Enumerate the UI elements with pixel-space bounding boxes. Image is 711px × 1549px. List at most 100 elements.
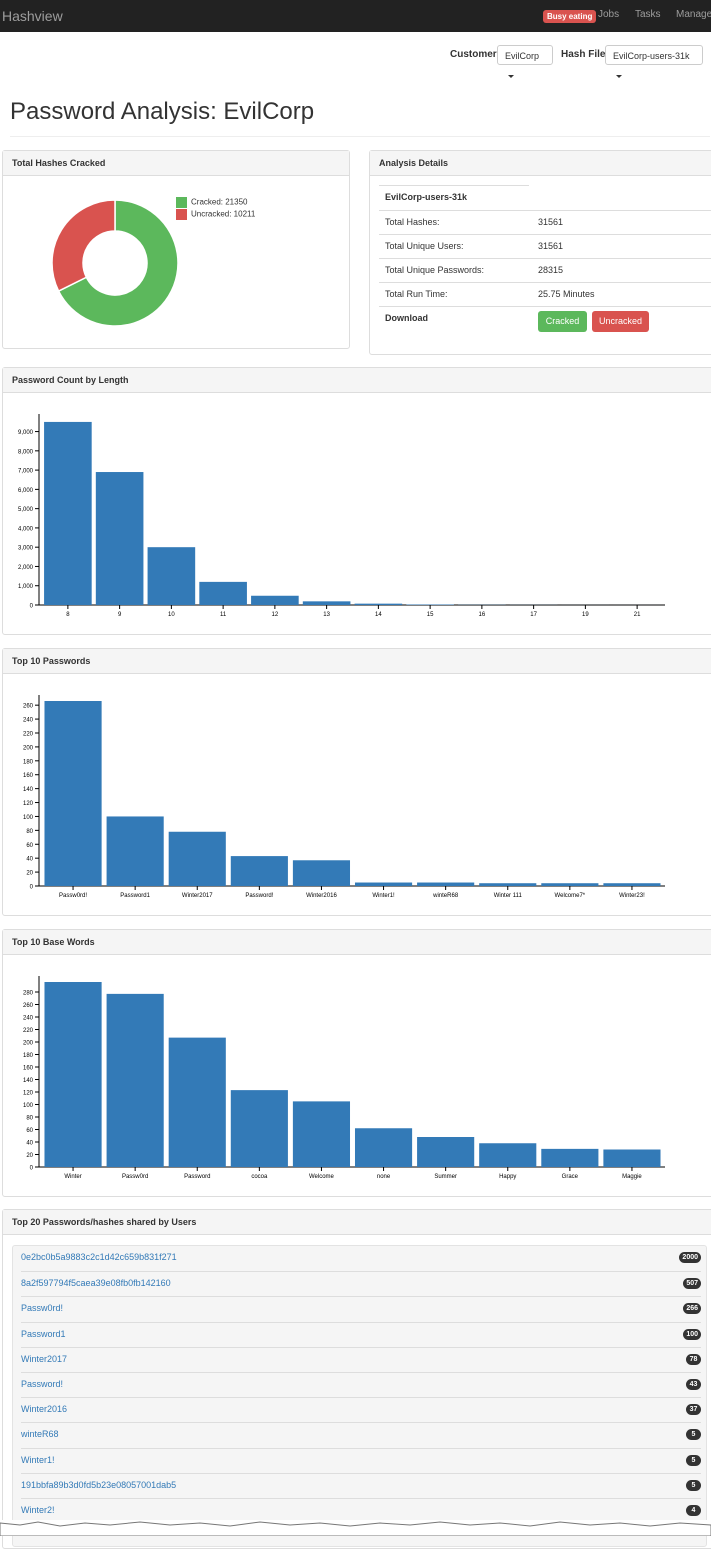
- brand-logo[interactable]: Hashview: [2, 8, 63, 24]
- y-tick-label: 0: [30, 604, 34, 610]
- shared-list-item: Passw0rd! 266: [21, 1296, 701, 1322]
- shared-count-badge: 266: [683, 1303, 701, 1314]
- y-tick-label: 8,000: [18, 449, 34, 455]
- y-tick-label: 260: [23, 1003, 34, 1009]
- y-tick-label: 220: [23, 731, 34, 737]
- shared-item-link[interactable]: Password!: [21, 1379, 63, 1389]
- bar-10: [148, 547, 196, 605]
- chevron-down-icon: [616, 75, 622, 78]
- shared-item-link[interactable]: 191bbfa89b3d0fd5b23e08057001dab5: [21, 1480, 176, 1490]
- bar-Maggie: [603, 1150, 660, 1168]
- shared-item-link[interactable]: Winter2!: [21, 1505, 55, 1515]
- x-tick-label: Passw0rd: [122, 1174, 148, 1180]
- y-tick-label: 80: [26, 1116, 33, 1122]
- y-tick-label: 0: [30, 885, 34, 891]
- shared-item-link[interactable]: Winter2016: [21, 1404, 67, 1414]
- y-tick-label: 1,000: [18, 584, 34, 590]
- nav-link-tasks[interactable]: Tasks: [635, 9, 661, 20]
- analysis-row-value: 31561: [538, 241, 563, 251]
- cracked-donut-chart: [48, 196, 182, 330]
- x-tick-label: 9: [118, 612, 122, 618]
- analysis-row-label: Total Unique Passwords:: [385, 265, 484, 275]
- bar-Summer: [417, 1137, 474, 1167]
- bar-Winter2017: [169, 832, 226, 886]
- y-tick-label: 4,000: [18, 526, 34, 532]
- hashfile-dropdown[interactable]: EvilCorp-users-31k: [605, 45, 703, 65]
- bar-Welcome: [293, 1101, 350, 1167]
- shared-item-link[interactable]: Password1: [21, 1329, 66, 1339]
- y-tick-label: 140: [23, 787, 34, 793]
- y-tick-label: 80: [26, 829, 33, 835]
- status-badge: Busy eating: [543, 10, 596, 23]
- shared-count-badge: 5: [686, 1455, 701, 1466]
- y-tick-label: 100: [23, 815, 34, 821]
- y-tick-label: 200: [23, 745, 34, 751]
- bar-Happy: [479, 1143, 536, 1167]
- analysis-details-table: EvilCorp-users-31k Total Hashes: 31561 T…: [379, 185, 711, 337]
- download-cracked-button[interactable]: Cracked: [538, 311, 587, 332]
- y-tick-label: 20: [26, 1153, 33, 1159]
- analysis-hashfile-name: EvilCorp-users-31k: [385, 192, 467, 202]
- panel-title: Top 10 Passwords: [3, 649, 711, 674]
- bar-Passw0rd!: [44, 701, 101, 886]
- download-uncracked-button[interactable]: Uncracked: [592, 311, 649, 332]
- panel-title: Analysis Details: [370, 151, 711, 176]
- hashfile-dropdown-value: EvilCorp-users-31k: [613, 51, 690, 61]
- shared-count-badge: 78: [686, 1354, 701, 1365]
- analysis-row-label: Total Unique Users:: [385, 241, 464, 251]
- y-tick-label: 120: [23, 1091, 34, 1097]
- y-tick-label: 40: [26, 1141, 33, 1147]
- analysis-row-label: Total Run Time:: [385, 289, 448, 299]
- shared-item-link[interactable]: Passw0rd!: [21, 1303, 63, 1313]
- shared-count-badge: 100: [683, 1329, 701, 1340]
- nav-link-manage[interactable]: Manage: [676, 9, 711, 20]
- y-tick-label: 100: [23, 1103, 34, 1109]
- y-tick-label: 120: [23, 801, 34, 807]
- x-tick-label: 12: [272, 612, 279, 618]
- x-tick-label: Winter1!: [372, 893, 395, 899]
- bar-Winter23!: [603, 883, 660, 886]
- analysis-row-label: Total Hashes:: [385, 217, 440, 227]
- bar-8: [44, 422, 92, 605]
- y-tick-label: 3,000: [18, 546, 34, 552]
- shared-item-link[interactable]: Winter1!: [21, 1455, 55, 1465]
- x-tick-label: Grace: [562, 1174, 579, 1180]
- x-tick-label: Password1: [120, 893, 150, 899]
- y-tick-label: 20: [26, 871, 33, 877]
- nav-link-jobs[interactable]: Jobs: [598, 9, 619, 20]
- shared-item-link[interactable]: winteR68: [21, 1429, 59, 1439]
- legend-item-cracked: Cracked: 21350: [176, 197, 255, 208]
- download-label: Download: [385, 313, 428, 323]
- y-tick-label: 160: [23, 1066, 34, 1072]
- panel-title: Top 10 Base Words: [3, 930, 711, 955]
- y-tick-label: 180: [23, 1053, 34, 1059]
- x-tick-label: 21: [634, 612, 641, 618]
- x-tick-label: 15: [427, 612, 434, 618]
- shared-item-link[interactable]: Winter2017: [21, 1354, 67, 1364]
- bar-Winter 111: [479, 883, 536, 886]
- customer-label: Customer:: [450, 49, 500, 60]
- shared-item-link[interactable]: 0e2bc0b5a9883c2c1d42c659b831f271: [21, 1252, 177, 1262]
- x-tick-label: 14: [375, 612, 382, 618]
- y-tick-label: 6,000: [18, 488, 34, 494]
- bar-9: [96, 472, 144, 605]
- shared-list-item: Winter1! 5: [21, 1448, 701, 1474]
- bar-Winter2016: [293, 860, 350, 886]
- bar-Password!: [231, 856, 288, 886]
- bar-13: [303, 601, 351, 605]
- shared-count-badge: 2000: [679, 1252, 701, 1263]
- shared-passwords-list: 0e2bc0b5a9883c2c1d42c659b831f271 2000 8a2f…: [12, 1245, 707, 1547]
- x-tick-label: Winter2017: [182, 893, 213, 899]
- shared-item-link[interactable]: 8a2f597794f5caea39e08fb0fb142160: [21, 1278, 171, 1288]
- y-tick-label: 2,000: [18, 565, 34, 571]
- x-tick-label: 19: [582, 612, 589, 618]
- x-tick-label: 8: [66, 612, 70, 618]
- customer-dropdown[interactable]: EvilCorp: [497, 45, 553, 65]
- x-tick-label: none: [377, 1174, 391, 1180]
- legend-label-uncracked: Uncracked: 10211: [191, 210, 255, 219]
- bar-12: [251, 596, 299, 605]
- y-tick-label: 7,000: [18, 469, 34, 475]
- analysis-row: Total Run Time: 25.75 Minutes: [379, 282, 711, 306]
